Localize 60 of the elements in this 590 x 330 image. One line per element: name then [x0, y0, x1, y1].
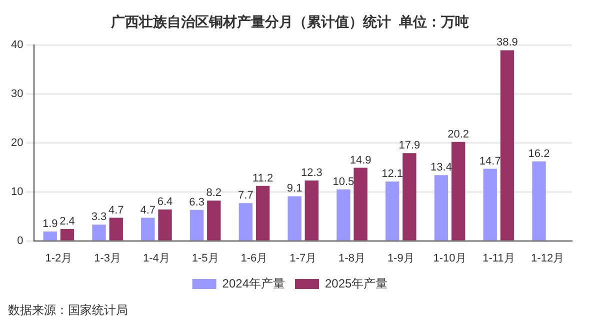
- data-label: 3.3: [91, 211, 107, 224]
- bar: [288, 196, 302, 240]
- bar: [92, 224, 106, 240]
- x-tick-label: 1-3月: [94, 252, 122, 264]
- x-tick-label: 1-8月: [338, 252, 366, 264]
- bar: [385, 182, 400, 240]
- data-label: 12.1: [382, 168, 404, 180]
- data-label: 6.3: [189, 196, 204, 208]
- chart-title: 广西壮族自治区铜材产量分月（累计值）统计 单位：万吨: [110, 13, 469, 30]
- bar: [158, 209, 172, 240]
- data-label: 9.1: [286, 182, 302, 195]
- x-tick-label: 1-9月: [387, 252, 414, 264]
- y-tick-label: 0: [17, 234, 24, 247]
- data-label: 2.4: [60, 216, 75, 228]
- x-tick-label: 1-11月: [482, 252, 515, 264]
- y-tick-label: 40: [10, 38, 24, 51]
- bar: [336, 189, 350, 240]
- source-note: 数据来源：国家统计局: [8, 302, 129, 319]
- bar: [451, 142, 466, 240]
- bar: [190, 210, 204, 240]
- bar: [256, 186, 270, 240]
- data-label: 6.4: [157, 196, 173, 208]
- x-tick-label: 1-6月: [240, 252, 268, 264]
- bar: [402, 153, 416, 240]
- bar: [109, 218, 123, 240]
- x-tick-label: 1-2月: [45, 252, 72, 264]
- data-label: 12.3: [300, 167, 322, 180]
- bar: [60, 229, 74, 240]
- y-tick-label: 20: [10, 136, 24, 149]
- data-label: 4.7: [108, 204, 124, 216]
- data-label: 17.9: [398, 140, 420, 152]
- bar: [141, 218, 155, 240]
- data-label: 8.2: [206, 187, 222, 200]
- data-label: 38.9: [496, 36, 518, 49]
- data-label: 14.9: [350, 154, 372, 166]
- bar: [304, 180, 319, 240]
- bar: [434, 175, 448, 240]
- bar: [238, 203, 253, 240]
- y-tick-label: 30: [10, 88, 24, 100]
- bar: [483, 168, 497, 240]
- data-label: 16.2: [528, 148, 550, 160]
- legend-label: 2024年产量: [222, 276, 286, 290]
- bar: [500, 50, 514, 240]
- bar: [43, 231, 57, 240]
- bar: [532, 161, 546, 240]
- data-label: 20.2: [448, 128, 470, 140]
- x-tick-label: 1-12月: [531, 252, 564, 264]
- data-label: 4.7: [140, 204, 156, 216]
- bar: [207, 200, 221, 240]
- x-tick-label: 1-5月: [192, 252, 219, 264]
- x-tick-label: 1-4月: [143, 252, 170, 264]
- x-tick-label: 1-7月: [290, 252, 317, 264]
- x-tick-label: 1-10月: [433, 252, 466, 264]
- data-label: 7.7: [238, 190, 254, 202]
- data-label: 1.9: [42, 218, 58, 230]
- bar: [354, 168, 368, 240]
- legend-label: 2025年产量: [325, 276, 388, 290]
- data-label: 11.2: [252, 172, 274, 184]
- data-label: 14.7: [479, 155, 501, 168]
- y-tick-label: 10: [10, 186, 24, 198]
